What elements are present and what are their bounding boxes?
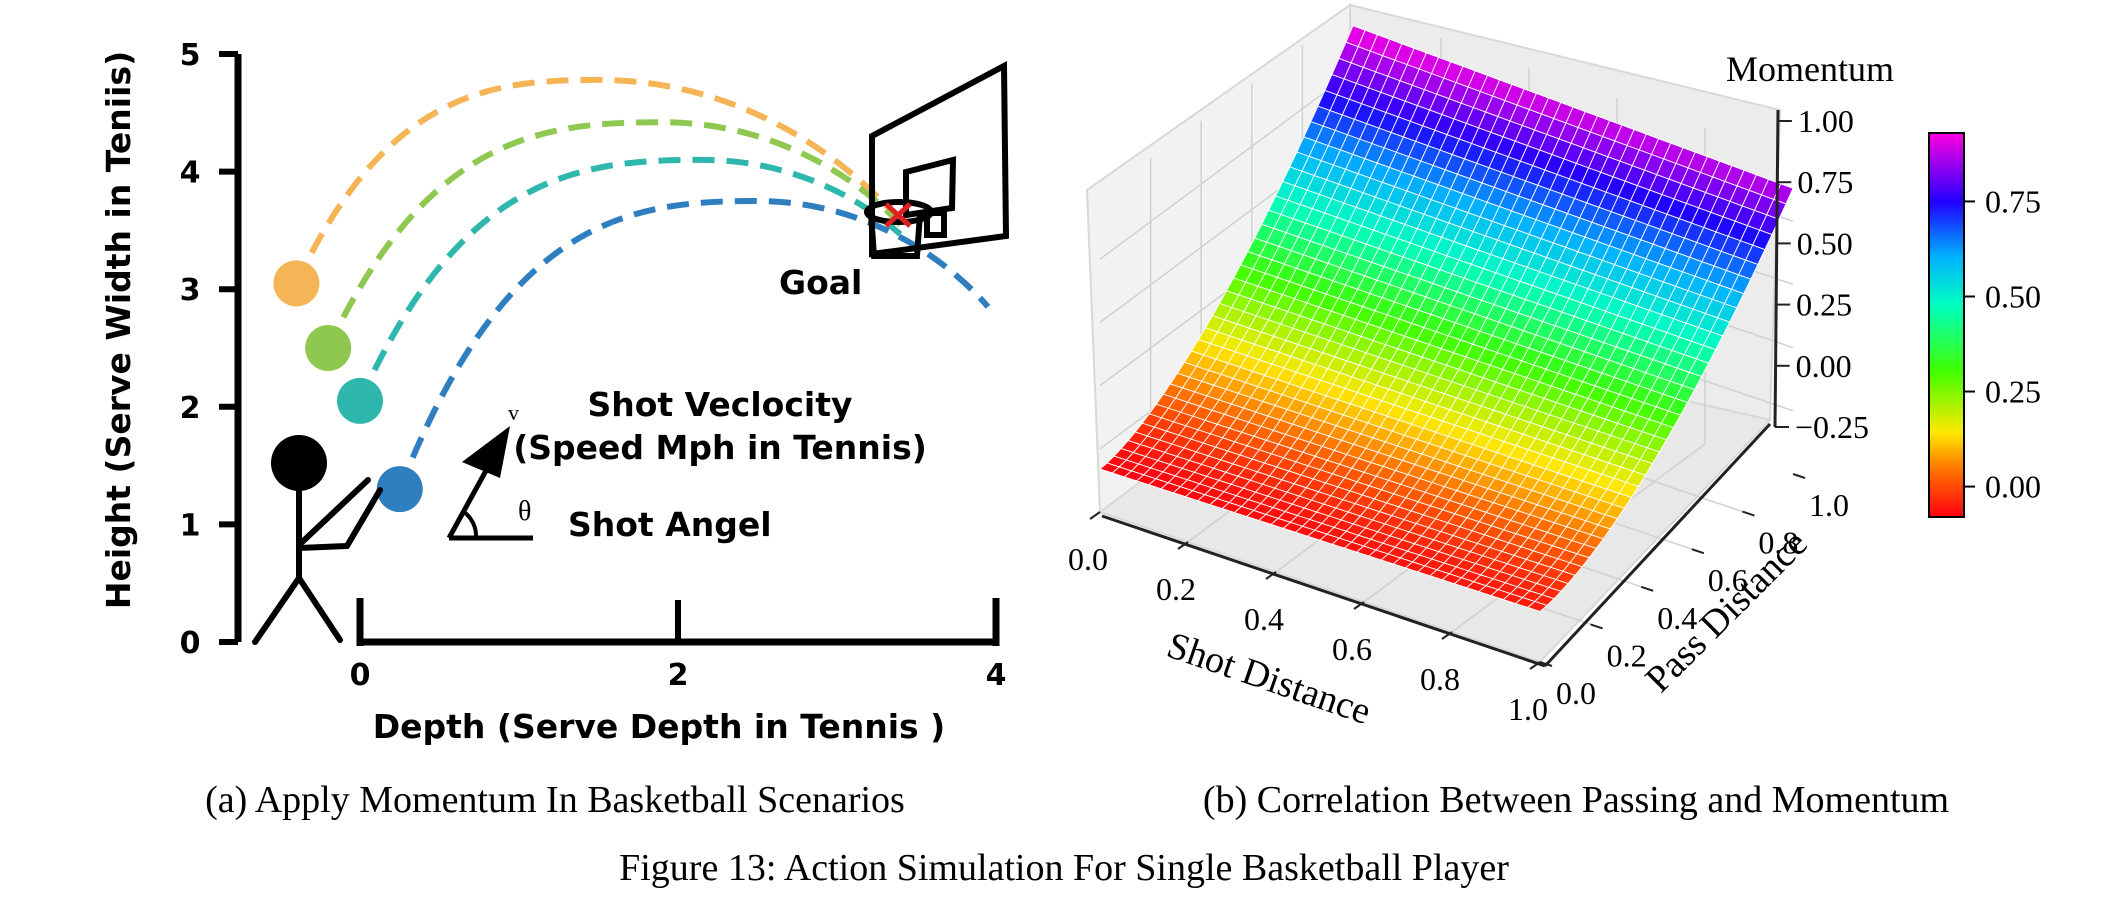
y-tick-mark <box>1590 623 1603 630</box>
goal-marker-icon <box>884 202 912 228</box>
player-figure-icon <box>252 435 383 645</box>
y-tick-label: 4 <box>180 156 201 191</box>
x-tick-mark <box>1265 571 1277 580</box>
trajectory-line <box>325 119 903 350</box>
shot-distance-ticks: 0.0 0.2 0.4 0.6 0.8 1.0 <box>1068 511 1548 727</box>
colorbar-tick-label: 0.75 <box>1985 183 2041 219</box>
velocity-annotation: Shot Veclocity <box>587 385 852 424</box>
x-axis-label: Depth (Serve Depth in Tennis ) <box>373 707 946 746</box>
y-axis-label: Height (Serve Width in Teniis) <box>99 51 138 609</box>
y-tick-label: 0.4 <box>1657 600 1697 636</box>
x-axis-ticks: 0 2 4 <box>350 600 1007 693</box>
x-tick-label: 2 <box>668 658 689 693</box>
y-tick-label: 0.8 <box>1758 525 1798 561</box>
x-tick-label: 0.8 <box>1420 661 1460 697</box>
momentum-axis <box>1773 109 1780 428</box>
velocity-symbol: v <box>508 400 519 425</box>
x-tick-mark <box>1177 541 1189 550</box>
theta-symbol: θ <box>518 496 531 527</box>
figure-caption: Figure 13: Action Simulation For Single … <box>619 847 1509 889</box>
x-tick-label: 4 <box>986 658 1007 693</box>
momentum-surface <box>1099 25 1794 612</box>
panel-b-momentum-surface: 0.0 0.2 0.4 0.6 0.8 1.0 0.0 0.2 0.4 0.6 0.8 1.0 −0… <box>1068 3 2041 821</box>
colorbar-tick-label: 0.25 <box>1985 374 2041 410</box>
angle-annotation: Shot Angel <box>568 505 772 544</box>
velocity-annotation-sub: (Speed Mph in Tennis) <box>513 428 927 467</box>
panel-a-basketball-trajectories: 0 1 2 3 4 5 0 2 4 Height (Serve Width in Teniis… <box>99 38 1010 821</box>
x-tick-label: 1.0 <box>1508 691 1548 727</box>
pass-distance-ticks: 0.0 0.2 0.4 0.6 0.8 1.0 <box>1539 473 1849 711</box>
trajectory-line <box>357 156 911 403</box>
x-tick-label: 0.0 <box>1068 541 1108 577</box>
ball-marker <box>376 466 423 513</box>
x-tick-mark <box>1529 661 1541 670</box>
colorbar <box>1928 132 1965 518</box>
y-tick-label: 0.0 <box>1556 675 1596 711</box>
y-tick-label: 3 <box>180 273 201 308</box>
trajectory-line <box>293 76 911 285</box>
y-tick-label: 2 <box>180 391 201 426</box>
momentum-ticks: −0.25 0.00 0.25 0.50 0.75 1.00 <box>1775 103 1869 445</box>
y-tick-label: 5 <box>180 38 201 73</box>
trajectory-line <box>396 197 991 491</box>
y-axis-ticks: 0 1 2 3 4 5 <box>180 38 238 661</box>
z-tick-label: 1.00 <box>1798 103 1854 139</box>
z-tick-label: 0.25 <box>1796 287 1852 323</box>
shot-distance-axis <box>1101 514 1546 668</box>
y-tick-label: 0.2 <box>1607 637 1647 673</box>
caption-b: (b) Correlation Between Passing and Mome… <box>1203 779 1949 821</box>
z-tick-label: 0.50 <box>1797 225 1853 261</box>
x-tick-label: 0.6 <box>1332 631 1372 667</box>
x-tick-label: 0.4 <box>1244 601 1284 637</box>
y-tick-mark <box>1539 661 1553 667</box>
x-tick-mark <box>1353 601 1365 610</box>
ball-marker <box>305 325 352 371</box>
trajectory-series <box>273 76 991 513</box>
ball-marker <box>337 377 383 424</box>
x-tick-mark <box>1441 631 1453 640</box>
colorbar-ticks: 0.00 0.25 0.50 0.75 <box>1964 183 2041 505</box>
ball-marker <box>273 260 320 307</box>
momentum-label: Momentum <box>1726 49 1894 89</box>
y-tick-label: 1 <box>180 508 201 543</box>
z-tick-label: −0.25 <box>1795 409 1869 445</box>
y-tick-mark <box>1742 510 1755 517</box>
colorbar-tick-label: 0.00 <box>1985 469 2041 505</box>
y-tick-label: 0.6 <box>1708 562 1748 598</box>
shot-angle-diagram-icon <box>446 426 533 541</box>
y-tick-label: 0 <box>180 626 201 661</box>
y-tick-mark <box>1691 548 1705 555</box>
basketball-hoop-icon <box>864 61 1010 259</box>
z-tick-label: 0.00 <box>1796 348 1852 384</box>
z-tick-label: 0.75 <box>1797 164 1853 200</box>
y-tick-mark <box>1640 585 1654 592</box>
goal-label: Goal <box>779 263 862 302</box>
y-tick-label: 1.0 <box>1809 487 1849 523</box>
pass-distance-axis <box>1543 422 1772 668</box>
x-tick-mark <box>1089 511 1101 520</box>
y-tick-mark <box>1792 473 1806 479</box>
colorbar-tick-label: 0.50 <box>1985 278 2041 314</box>
x-tick-label: 0 <box>350 658 371 693</box>
x-tick-label: 0.2 <box>1156 571 1196 607</box>
caption-a: (a) Apply Momentum In Basketball Scenari… <box>205 779 905 821</box>
